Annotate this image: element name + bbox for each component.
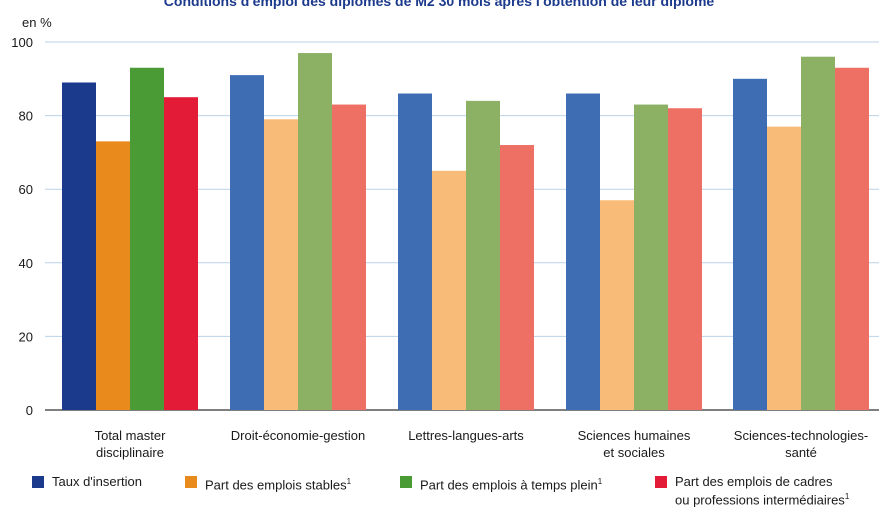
y-tick-label: 80: [19, 109, 33, 124]
x-tick-label: Lettres-langues-arts: [408, 428, 524, 443]
legend-label-text: Part des emplois à temps plein: [420, 477, 598, 493]
legend-label-text: Part des emplois de cadres ou profession…: [675, 474, 845, 508]
footnote-mark: 1: [597, 477, 603, 486]
bar: [500, 145, 534, 411]
x-tick-label: Sciences-technologies-santé: [734, 428, 868, 460]
legend-item: Part des emplois stables1: [185, 474, 351, 492]
bar: [835, 67, 869, 410]
legend-swatch: [32, 476, 44, 488]
bar: [432, 170, 466, 410]
bar: [96, 141, 130, 411]
legend-label: Taux d'insertion: [52, 474, 142, 489]
x-axis: Total master disciplinaire Droit-économie-…: [95, 428, 869, 460]
legend-swatch: [655, 476, 667, 488]
legend-label: Part des emplois de cadres ou profession…: [675, 474, 849, 507]
bar: [634, 104, 668, 410]
y-tick-label: 20: [19, 329, 33, 344]
bar: [164, 97, 198, 410]
legend-item: Taux d'insertion: [32, 474, 142, 489]
bar: [668, 108, 702, 411]
y-tick-label: 0: [26, 403, 33, 418]
bar: [130, 67, 164, 410]
unit-label: en %: [22, 15, 52, 30]
bar: [332, 104, 366, 410]
x-tick-label: Sciences humaines et sociales: [578, 428, 691, 460]
legend-swatch: [400, 476, 412, 488]
footnote-mark: 1: [844, 492, 850, 501]
bar-chart: Conditions d'emploi des diplômés de M2 3…: [11, 0, 879, 460]
x-tick-label: Droit-économie-gestion: [231, 428, 365, 443]
legend-label: Part des emplois stables1: [205, 474, 351, 492]
y-tick-label: 100: [11, 35, 33, 50]
bar: [600, 200, 634, 410]
bar: [767, 126, 801, 410]
legend-label-text: Taux d'insertion: [52, 474, 142, 489]
bar: [398, 93, 432, 411]
legend-item: Part des emplois de cadres ou profession…: [655, 474, 849, 507]
bar: [566, 93, 600, 411]
legend-label: Part des emplois à temps plein1: [420, 474, 602, 492]
bars: [62, 53, 869, 411]
bar: [298, 53, 332, 410]
bar: [264, 119, 298, 410]
legend: Taux d'insertion Part des emplois stables…: [0, 474, 879, 511]
y-tick-label: 60: [19, 182, 33, 197]
bar: [801, 56, 835, 410]
bar: [230, 75, 264, 411]
bar: [733, 78, 767, 411]
footnote-mark: 1: [346, 477, 352, 486]
legend-swatch: [185, 476, 197, 488]
chart-title: Conditions d'emploi des diplômés de M2 3…: [164, 0, 715, 9]
legend-label-text: Part des emplois stables: [205, 477, 347, 493]
bar: [62, 82, 96, 410]
y-axis: 0 20 40 60 80 100: [11, 35, 33, 418]
x-tick-label: Total master disciplinaire: [95, 428, 166, 460]
legend-item: Part des emplois à temps plein1: [400, 474, 602, 492]
bar: [466, 100, 500, 410]
y-tick-label: 40: [19, 256, 33, 271]
